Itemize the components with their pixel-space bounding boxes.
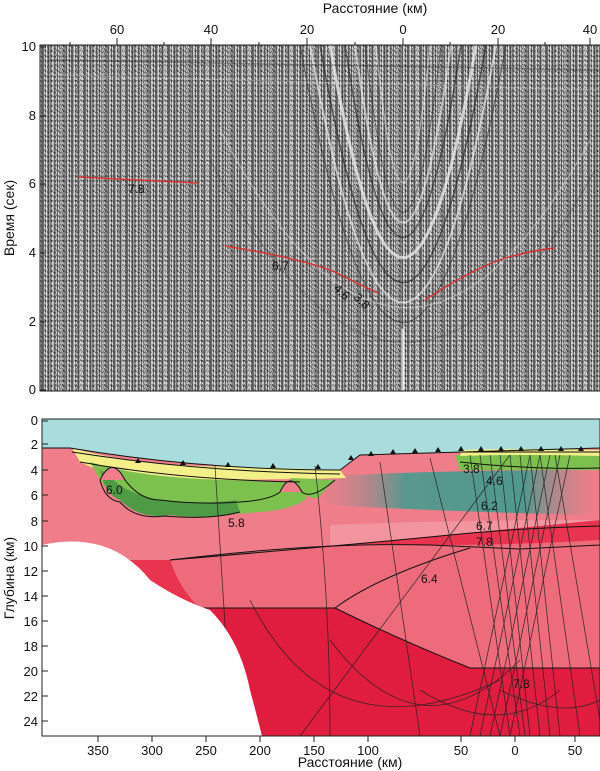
bottom-y-tick-labels: 0 2 4 6 8 10 12 14 16 18 20 22 24 [24, 413, 38, 729]
top-x-tick-label: 60 [110, 22, 124, 37]
receivers [135, 446, 584, 469]
bottom-y-tick-label: 10 [24, 539, 38, 554]
bottom-x-title: Расстояние (км) [298, 754, 403, 770]
bottom-y-tick-label: 4 [31, 463, 38, 478]
seismic-arrivals [49, 45, 600, 391]
bottom-x-tick-label: 150 [303, 743, 325, 758]
bottom-y-tick-label: 16 [24, 614, 38, 629]
bottom-x-tick-label: 300 [141, 743, 163, 758]
sediment-darkgreen [100, 470, 240, 517]
bottom-y-tick-label: 0 [31, 413, 38, 428]
pick-6.7 [224, 245, 379, 294]
velocity-label: 5.8 [228, 516, 245, 530]
top-y-title: Время (сек) [1, 180, 17, 256]
top-x-tick-label: 40 [204, 22, 218, 37]
bottom-x-tick-label: 50 [568, 743, 582, 758]
top-y-tick-labels: 10 8 6 4 2 0 [22, 39, 36, 397]
velocity-label: 7.8 [476, 535, 493, 549]
bottom-y-tick-label: 2 [31, 437, 38, 452]
pick-right [424, 247, 556, 301]
top-y-tick-label: 8 [29, 108, 36, 123]
travel-time-picks [77, 176, 556, 301]
bottom-x-ticks [97, 736, 576, 742]
top-x-tick-labels: 60 40 20 0 20 40 [110, 22, 597, 37]
top-x-tick-label: 0 [399, 22, 406, 37]
top-x-tick-label: 20 [300, 22, 314, 37]
bottom-x-tick-label: 100 [357, 743, 379, 758]
top-y-tick-label: 10 [22, 39, 36, 54]
top-x-tick-label: 40 [583, 22, 597, 37]
bottom-y-ticks [42, 420, 48, 722]
top-x-title: Расстояние (км) [323, 0, 428, 16]
velocity-model [42, 419, 600, 736]
top-x-ticks [40, 38, 600, 46]
unsampled-region [42, 541, 262, 736]
bottom-x-tick-label: 200 [249, 743, 271, 758]
top-y-tick-label: 2 [29, 314, 36, 329]
crust-lens [170, 540, 600, 668]
bottom-y-tick-label: 12 [24, 564, 38, 579]
model-frame [41, 418, 600, 737]
bottom-y-tick-label: 14 [24, 589, 38, 604]
top-y-ticks [40, 46, 46, 391]
top-y-tick-label: 4 [29, 245, 36, 260]
velocity-label: 6.4 [421, 572, 438, 586]
bottom-x-tick-label: 250 [195, 743, 217, 758]
velocity-label: 6.0 [106, 483, 123, 497]
pick-7.8-left [77, 176, 199, 184]
bottom-velocity-labels: 6.0 5.8 3.8 4.6 6.2 6.7 7.8 6.4 7.8 [106, 462, 530, 691]
bottom-x-tick-label: 0 [511, 743, 518, 758]
top-y-tick-label: 0 [29, 382, 36, 397]
bottom-y-tick-label: 24 [24, 714, 38, 729]
velocity-label: 4.6 [486, 474, 503, 488]
velocity-label: 6.7 [476, 519, 493, 533]
mantle [200, 608, 600, 736]
bottom-y-title: Глубина (км) [1, 537, 17, 619]
bottom-y-tick-label: 20 [24, 664, 38, 679]
bottom-y-tick-label: 18 [24, 639, 38, 654]
bottom-x-tick-labels: 350 300 250 200 150 100 50 0 50 [87, 743, 582, 758]
velocity-label: 3.8 [463, 462, 480, 476]
layer-boundaries [42, 447, 600, 669]
top-x-tick-label: 20 [491, 22, 505, 37]
bottom-y-tick-label: 8 [31, 514, 38, 529]
bottom-x-tick-label: 50 [454, 743, 468, 758]
velocity-label: 6.2 [481, 499, 498, 513]
velocity-label: 7.8 [128, 182, 145, 196]
bottom-y-tick-label: 6 [31, 488, 38, 503]
bottom-x-tick-label: 350 [87, 743, 109, 758]
velocity-label: 6.7 [272, 259, 289, 273]
seismic-section [39, 38, 600, 392]
ray-paths [214, 454, 600, 736]
top-y-tick-label: 6 [29, 176, 36, 191]
velocity-label: 7.8 [513, 677, 530, 691]
bottom-y-tick-label: 22 [24, 689, 38, 704]
